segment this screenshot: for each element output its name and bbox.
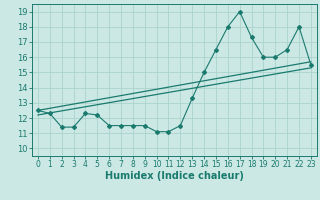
X-axis label: Humidex (Indice chaleur): Humidex (Indice chaleur): [105, 171, 244, 181]
